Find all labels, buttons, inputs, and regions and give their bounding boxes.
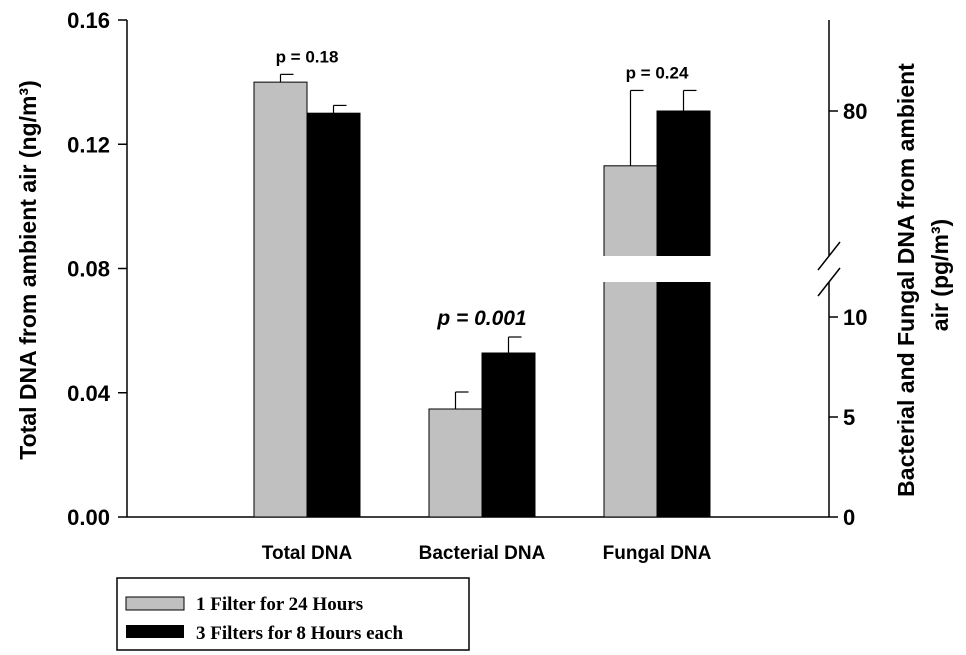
legend-label-series-1: 1 Filter for 24 Hours bbox=[196, 594, 363, 615]
legend-swatch-series-1 bbox=[125, 596, 185, 611]
category-label: Bacterial DNA bbox=[419, 543, 546, 564]
axis-break-mark bbox=[817, 267, 841, 297]
left-axis-label: Total DNA from ambient air (ng/m³) bbox=[15, 80, 41, 460]
p-value-annotation: p = 0.24 bbox=[626, 63, 689, 82]
right-axis-tick-label: 0 bbox=[843, 505, 855, 530]
bar bbox=[481, 352, 536, 518]
category-label: Total DNA bbox=[262, 543, 353, 564]
axis-break-mark bbox=[817, 241, 841, 271]
p-value-annotation: p = 0.001 bbox=[436, 307, 526, 330]
bar bbox=[656, 110, 711, 518]
legend: 1 Filter for 24 Hours 3 Filters for 8 Ho… bbox=[116, 577, 470, 651]
left-axis-tick-label: 0.00 bbox=[67, 505, 110, 530]
axes: 0.00 0.04 0.08 0.12 0.16 0 5 10 80 bbox=[67, 8, 867, 530]
bar bbox=[603, 165, 658, 518]
right-axis-label-line1: Bacterial and Fungal DNA from ambient bbox=[893, 63, 919, 497]
bar bbox=[253, 81, 308, 518]
right-axis-label-line2: air (pg/m³) bbox=[927, 219, 953, 331]
left-axis-tick-label: 0.08 bbox=[67, 257, 110, 282]
left-axis-tick-label: 0.12 bbox=[67, 132, 110, 157]
bar-break-gap bbox=[598, 256, 716, 282]
legend-swatch-series-2 bbox=[126, 625, 184, 638]
legend-label-series-2: 3 Filters for 8 Hours each bbox=[196, 623, 403, 644]
right-axis-tick-label: 5 bbox=[843, 405, 855, 430]
right-axis-tick-label: 10 bbox=[843, 305, 867, 330]
category-label: Fungal DNA bbox=[603, 543, 712, 564]
bars: Total DNA p = 0.18 Bacterial DNA p = 0.001 F… bbox=[253, 47, 716, 564]
left-axis-tick-label: 0.04 bbox=[67, 381, 111, 406]
p-value-annotation: p = 0.18 bbox=[276, 47, 339, 66]
bar bbox=[306, 112, 361, 518]
right-axis-tick-label: 80 bbox=[843, 99, 867, 124]
labels: Total DNA from ambient air (ng/m³) Bacte… bbox=[15, 63, 953, 497]
bar bbox=[428, 408, 483, 518]
left-axis-tick-label: 0.16 bbox=[67, 8, 110, 33]
